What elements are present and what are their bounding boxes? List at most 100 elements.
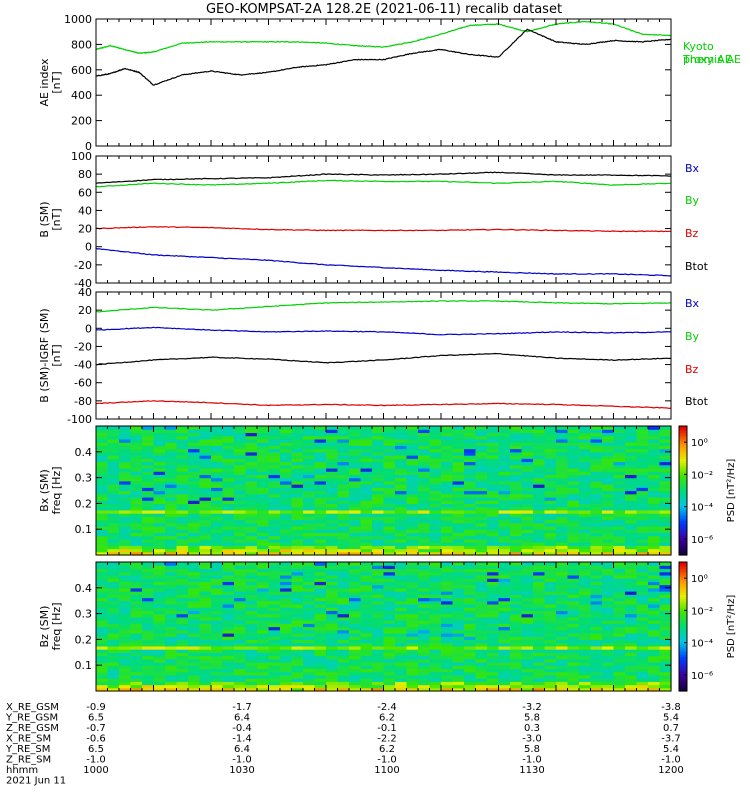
spectrogram-cell: [96, 516, 109, 521]
spectrogram-cell: [544, 639, 557, 644]
spectrogram-cell: [602, 639, 615, 644]
spectrogram-cell: [142, 474, 155, 479]
spectrogram-cell: [464, 487, 477, 492]
spectrogram-cell: [291, 484, 304, 488]
spectrogram-cell: [395, 535, 408, 540]
spectrogram-cell: [245, 678, 258, 682]
spectrogram-cell: [142, 467, 155, 472]
spectrogram-cell: [429, 542, 442, 546]
spectrogram-cell: [613, 623, 626, 628]
spectrogram-cell: [234, 438, 247, 443]
ephemeris-table: X_RE_GSM -0.9 -1.7 -2.4 -3.2 -3.8Y_RE_GSM 6.5 6…: [5, 702, 684, 787]
ephemeris-value: 0.7: [663, 723, 679, 734]
spectrogram-cell: [257, 445, 270, 450]
spectrogram-cell: [360, 616, 373, 621]
spectrogram-cell: [429, 545, 442, 550]
spectrogram-cell: [406, 429, 419, 434]
spectrogram-cell: [130, 429, 143, 434]
spectrogram-cell: [234, 594, 247, 599]
spectrogram-cell: [372, 438, 385, 443]
spectrogram-cell: [222, 639, 235, 644]
spectrogram-cell: [349, 574, 362, 579]
spectrogram-cell: [303, 503, 316, 508]
spectrogram-cell: [487, 597, 500, 602]
spectrogram-cell: [222, 445, 235, 450]
spectrogram-cell: [314, 613, 327, 618]
colorbar-segment: [679, 682, 687, 686]
spectrogram-cell: [613, 545, 626, 550]
spectrogram-cell: [521, 461, 534, 466]
spectrogram-cell: [429, 642, 442, 647]
spectrogram-cell: [383, 591, 396, 595]
spectrogram-cell: [314, 516, 327, 521]
spectrogram-cell: [268, 610, 281, 615]
spectrogram-cell: [590, 545, 603, 550]
spectrogram-cell: [533, 668, 546, 673]
spectrogram-cell: [636, 607, 649, 611]
spectrogram-cell: [245, 532, 258, 537]
spectrogram-cell: [395, 551, 408, 556]
spectrogram-cell: [464, 671, 477, 676]
spectrogram-cell: [556, 548, 569, 553]
spectrogram-cell: [590, 458, 603, 463]
spectrogram-cell: [602, 503, 615, 508]
spectrogram-cell: [636, 623, 649, 628]
spectrogram-cell: [96, 545, 109, 550]
spectrogram-cell: [153, 681, 166, 686]
ephemeris-value: -0.7: [86, 723, 106, 734]
spectrogram-cell: [636, 551, 649, 556]
spectrogram-cell: [153, 671, 166, 676]
spectrogram-cell: [107, 451, 120, 456]
spectrogram-cell: [349, 629, 362, 634]
spectrogram-cell: [441, 525, 454, 530]
spectrogram-cell: [464, 629, 477, 634]
spectrogram-cell: [602, 467, 615, 472]
spectrogram-cell: [291, 435, 304, 440]
colorbar-segment: [679, 426, 687, 429]
spectrogram-cell: [625, 545, 638, 550]
spectrogram-cell: [176, 603, 189, 608]
spectrogram-cell: [567, 652, 580, 657]
spectrogram-cell: [625, 455, 638, 459]
spectrogram-cell: [636, 655, 649, 660]
spectrogram-cell: [429, 445, 442, 450]
spectrogram-cell: [498, 620, 511, 624]
spectrogram-cell: [602, 620, 615, 624]
spectrogram-cell: [280, 668, 293, 673]
spectrogram-cell: [291, 442, 304, 446]
spectrogram-cell: [452, 665, 465, 670]
spectrogram-cell: [326, 642, 339, 647]
spectrogram-cell: [165, 642, 178, 647]
colorbar-segment: [679, 592, 687, 595]
spectrogram-cell: [165, 525, 178, 530]
spectrogram-cell: [96, 525, 109, 530]
spectrogram-cell: [142, 516, 155, 521]
spectrogram-cell: [429, 626, 442, 631]
spectrogram-cell: [153, 562, 166, 566]
spectrogram-cell: [245, 455, 258, 459]
spectrogram-cell: [544, 548, 557, 553]
spectrogram-cell: [360, 432, 373, 437]
spectrogram-cell: [418, 678, 431, 682]
spectrogram-cell: [165, 665, 178, 670]
spectrogram-cell: [372, 671, 385, 676]
spectrogram-cell: [590, 496, 603, 501]
spectrogram-cell: [280, 471, 293, 475]
spectrogram-cell: [418, 451, 431, 456]
spectrogram-cell: [441, 578, 454, 582]
spectrogram-cell: [314, 584, 327, 589]
spectrogram-cell: [579, 636, 592, 640]
spectrogram-cell: [556, 565, 569, 570]
spectrogram-cell: [475, 458, 488, 463]
spectrogram-cell: [452, 426, 465, 430]
spectrogram-cell: [280, 587, 293, 592]
spectrogram-cell: [602, 632, 615, 637]
spectrogram-cell: [280, 600, 293, 605]
spectrogram-cell: [659, 438, 672, 443]
spectrogram-cell: [360, 458, 373, 463]
spectrogram-cell: [579, 513, 592, 517]
spectrogram-cell: [383, 490, 396, 495]
spectrogram-cell: [153, 645, 166, 650]
spectrogram-cell: [199, 649, 212, 653]
